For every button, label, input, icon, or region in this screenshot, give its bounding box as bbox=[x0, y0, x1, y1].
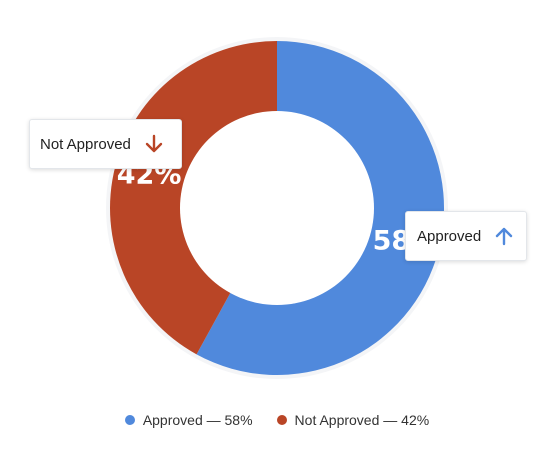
legend-item-not-approved[interactable]: Not Approved — 42% bbox=[276, 412, 430, 428]
legend-item-approved[interactable]: Approved — 58% bbox=[124, 412, 253, 428]
legend-label-approved: Approved — 58% bbox=[142, 412, 253, 428]
legend-label-not-approved: Not Approved — 42% bbox=[294, 412, 430, 428]
chart-legend: Approved — 58% Not Approved — 42% bbox=[0, 412, 554, 428]
legend-swatch-not-approved bbox=[276, 415, 287, 425]
arrow-down-icon bbox=[145, 134, 163, 153]
donut-hole bbox=[180, 111, 374, 305]
callout-approved-label: Approved bbox=[417, 227, 482, 245]
legend-swatch-approved bbox=[124, 415, 135, 425]
arrow-up-icon bbox=[496, 227, 513, 246]
callout-approved: Approved bbox=[405, 211, 527, 261]
callout-not-approved: Not Approved bbox=[29, 119, 182, 169]
callout-not-approved-label: Not Approved bbox=[40, 135, 131, 153]
